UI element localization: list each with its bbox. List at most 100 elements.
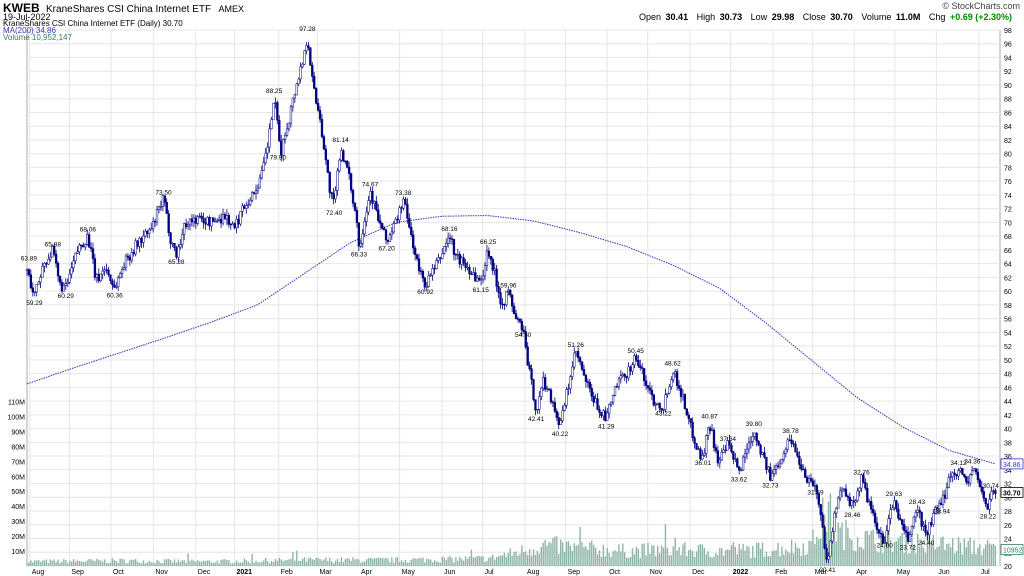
price-annotation: 41.29 bbox=[598, 424, 615, 431]
volume-bar bbox=[633, 554, 636, 566]
candle-body bbox=[871, 509, 875, 514]
candle-body bbox=[586, 381, 590, 383]
candle-body bbox=[495, 268, 498, 287]
volume-bar bbox=[88, 558, 90, 566]
volume-bar bbox=[348, 558, 350, 566]
candle-body bbox=[464, 262, 467, 268]
candle-body bbox=[947, 477, 950, 488]
candle-body bbox=[105, 269, 108, 271]
volume-bar bbox=[946, 544, 948, 566]
candle-body bbox=[639, 365, 642, 368]
candle-body bbox=[920, 512, 923, 527]
volume-bar bbox=[635, 546, 638, 566]
volume-bar bbox=[794, 542, 797, 566]
candle-body bbox=[225, 215, 229, 220]
volume-bar bbox=[185, 562, 187, 566]
candle-body bbox=[590, 388, 593, 397]
volume-bar bbox=[309, 557, 312, 566]
candle-body bbox=[934, 507, 937, 514]
x-tick-label: Aug bbox=[527, 569, 540, 576]
x-tick-label: Oct bbox=[113, 569, 124, 576]
volume-bar bbox=[129, 560, 131, 566]
volume-bar bbox=[882, 553, 884, 566]
price-annotation: 34.12 bbox=[950, 460, 967, 467]
volume-bar bbox=[928, 534, 931, 566]
price-annotation: 38.78 bbox=[783, 428, 800, 435]
volume-bar bbox=[148, 560, 150, 566]
x-tick-label: Mar bbox=[320, 569, 333, 576]
volume-bar bbox=[951, 538, 954, 566]
volume-bar bbox=[90, 559, 92, 566]
candle-body bbox=[373, 201, 376, 204]
volume-bar bbox=[800, 555, 803, 566]
candle-body bbox=[151, 221, 155, 230]
candle-body bbox=[611, 395, 615, 403]
candle-body bbox=[441, 253, 444, 259]
price-annotation: 48.62 bbox=[664, 360, 681, 367]
volume-tick-label: 40M bbox=[11, 504, 25, 511]
volume-bar bbox=[259, 562, 261, 566]
price-annotation: 66.33 bbox=[351, 252, 368, 259]
price-annotation: 39.80 bbox=[746, 421, 763, 428]
candle-body bbox=[119, 273, 122, 279]
candle-body bbox=[429, 274, 432, 277]
candle-body bbox=[315, 88, 318, 104]
volume-bar bbox=[37, 559, 40, 566]
volume-bar bbox=[864, 531, 867, 566]
candle-body bbox=[58, 275, 62, 283]
candle-body bbox=[91, 248, 95, 259]
candle-body bbox=[613, 386, 617, 396]
candle-body bbox=[580, 361, 584, 370]
price-tick-label: 98 bbox=[1004, 28, 1012, 35]
volume-bar bbox=[437, 561, 440, 566]
volume-bar bbox=[827, 501, 830, 566]
candle-body bbox=[120, 269, 124, 274]
candle-body bbox=[375, 201, 378, 211]
candle-body bbox=[953, 472, 956, 475]
price-annotation: 40.87 bbox=[701, 414, 718, 421]
volume-bar bbox=[86, 560, 88, 566]
volume-bar bbox=[829, 493, 832, 566]
price-annotation: 33.62 bbox=[731, 476, 748, 483]
x-tick-label: Dec bbox=[692, 569, 705, 576]
volume-bar bbox=[125, 563, 127, 566]
high-value: 30.73 bbox=[719, 12, 743, 22]
volume-bar bbox=[346, 558, 348, 566]
candle-body bbox=[406, 203, 409, 219]
candle-body bbox=[262, 162, 265, 171]
candle-body bbox=[239, 211, 242, 225]
candle-body bbox=[972, 468, 976, 472]
candle-body bbox=[734, 458, 737, 460]
volume-bar bbox=[290, 558, 292, 566]
candle-body bbox=[862, 474, 865, 483]
volume-bar bbox=[763, 556, 766, 566]
candle-body bbox=[318, 110, 322, 120]
ohlc-readout: Open 30.41 High 30.73 Low 29.98 Close 30… bbox=[639, 12, 1012, 22]
candle-body bbox=[37, 281, 40, 285]
candle-body bbox=[66, 282, 69, 285]
volume-bar bbox=[724, 550, 727, 566]
candle-body bbox=[501, 303, 504, 305]
candle-body bbox=[633, 355, 636, 365]
candle-body bbox=[249, 199, 252, 205]
candle-body bbox=[497, 286, 500, 293]
x-tick-label: Feb bbox=[775, 569, 787, 576]
candle-body bbox=[326, 159, 329, 173]
volume-bar bbox=[620, 551, 622, 566]
volume-bar bbox=[204, 561, 207, 566]
volume-bar bbox=[30, 560, 32, 566]
volume-bar bbox=[880, 536, 882, 566]
candle-body bbox=[95, 274, 99, 278]
candle-body bbox=[400, 207, 403, 209]
volume-bar bbox=[493, 559, 496, 566]
candle-body bbox=[204, 222, 207, 225]
candle-body bbox=[897, 508, 900, 519]
volume-bar bbox=[433, 560, 436, 566]
candle-body bbox=[398, 207, 401, 221]
price-tick-label: 78 bbox=[1004, 165, 1012, 172]
volume-bar bbox=[814, 544, 816, 566]
candle-body bbox=[736, 458, 739, 468]
price-annotation: 28.94 bbox=[934, 509, 951, 516]
volume-bar bbox=[868, 534, 870, 566]
candle-body bbox=[353, 202, 357, 211]
